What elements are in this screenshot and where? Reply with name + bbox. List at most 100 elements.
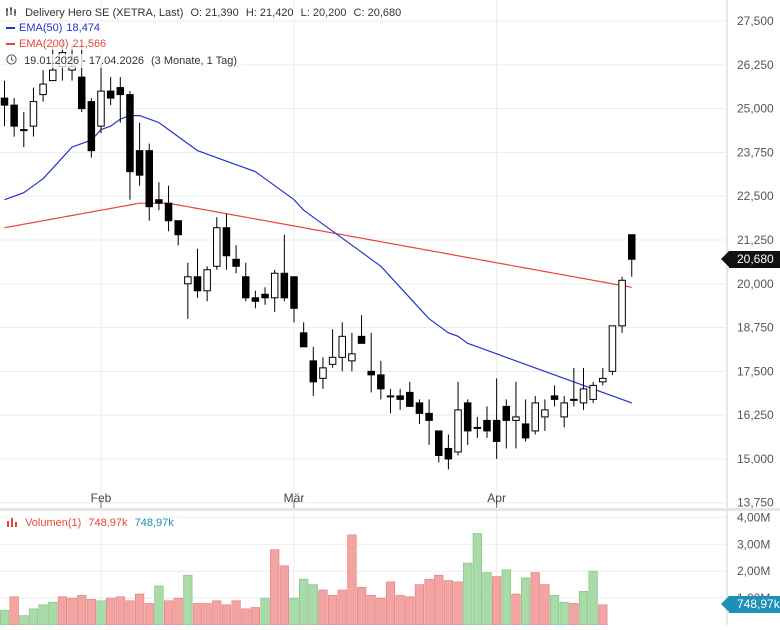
candle-body: [193, 276, 202, 292]
volume-bar: [221, 604, 232, 626]
volume-bar: [347, 534, 357, 626]
y-tick-label: 18,750: [737, 321, 774, 335]
candle: [251, 290, 260, 309]
candle: [521, 399, 530, 442]
volume-bar: [308, 584, 318, 626]
volume-bar: [231, 600, 241, 626]
candle: [270, 269, 279, 312]
ema50-line: [4, 114, 633, 404]
candle-body: [222, 227, 231, 257]
volume-bar: [511, 593, 521, 626]
candle-body: [560, 402, 568, 418]
candle: [531, 395, 539, 435]
volume-bar: [38, 604, 48, 626]
candle-body: [10, 104, 18, 127]
candle-body: [550, 395, 559, 400]
candle: [492, 378, 501, 459]
y-tick-label: 13,750: [737, 496, 774, 510]
candle: [473, 416, 482, 438]
candle: [97, 63, 105, 134]
range-legend: 19.01.2026 - 17.04.2026 (3 Monate, 1 Tag…: [6, 54, 242, 68]
candle-body: [39, 83, 47, 96]
candle-body: [454, 409, 462, 453]
y-tick-label: 16,250: [737, 408, 774, 422]
candle: [309, 346, 318, 396]
candle: [319, 357, 327, 389]
chart-type-icon[interactable]: [6, 6, 18, 20]
date-range: 19.01.2026 - 17.04.2026: [24, 54, 144, 67]
volume-bar: [492, 576, 502, 626]
candle-body: [396, 395, 404, 400]
candle: [386, 388, 395, 414]
volume-bar: [299, 578, 309, 626]
candle: [454, 381, 462, 456]
candle-body: [473, 426, 482, 429]
volume-bar: [115, 596, 125, 626]
candle-body: [319, 367, 327, 379]
candle: [560, 395, 568, 428]
candle-body: [377, 374, 385, 390]
volume-bar: [67, 597, 77, 626]
volume-bar: [482, 572, 492, 626]
candle-body: [77, 76, 86, 110]
volume-bar: [192, 603, 203, 626]
volume-bar: [173, 597, 183, 626]
volume-bar: [96, 600, 106, 626]
volume-bar: [559, 601, 569, 626]
volume-bar: [376, 597, 386, 626]
volume-bar: [57, 596, 67, 626]
clock-icon: [6, 54, 17, 68]
candle-body: [203, 269, 211, 292]
candle-body: [406, 391, 414, 407]
volume-pane: [0, 533, 608, 626]
volume-bar: [578, 591, 589, 626]
candle-body: [570, 398, 578, 401]
volume-bar: [318, 589, 328, 626]
x-tick-label: Mär: [284, 491, 305, 505]
candle: [338, 322, 346, 372]
volume-legend: Volumen(1) 748,97k 748,97k: [6, 517, 178, 530]
candle: [87, 98, 96, 158]
y-tick-label: 23,750: [737, 145, 774, 159]
candle: [367, 332, 375, 393]
volume-bar: [125, 600, 135, 626]
volume-bar: [241, 608, 251, 626]
candle-body: [425, 412, 433, 421]
candle: [512, 381, 520, 449]
candle-body: [435, 430, 443, 456]
candle-body: [502, 405, 511, 421]
ema200-swatch: [6, 43, 15, 46]
candle: [29, 87, 38, 137]
volume-bar: [598, 604, 608, 626]
candle: [463, 399, 472, 445]
candle-body: [348, 353, 356, 362]
high-value: H: 21,420: [245, 6, 294, 19]
volume-bar: [366, 595, 376, 626]
candle-body: [618, 279, 626, 327]
candle-body: [213, 227, 221, 267]
candle-body: [155, 199, 163, 204]
candle: [541, 399, 549, 431]
candle: [193, 248, 202, 298]
volume-tick-label: 2,00M: [737, 564, 770, 578]
candle-body: [338, 335, 346, 358]
candle-body: [386, 395, 395, 398]
volume-label: Volumen(1): [25, 517, 82, 530]
candle-body: [541, 409, 549, 418]
volume-bar: [19, 615, 29, 626]
candle: [280, 234, 289, 302]
candle: [222, 213, 231, 270]
volume-bar: [434, 574, 444, 626]
candle-body: [126, 94, 134, 173]
chart-header-line: Delivery Hero SE (XETRA, Last) O: 21,390…: [6, 6, 406, 20]
low-value: L: 20,200: [300, 6, 347, 19]
volume-bar: [501, 569, 511, 626]
volume-value-red: 748,97k: [88, 517, 128, 530]
volume-bar: [202, 603, 212, 626]
y-tick-label: 26,250: [737, 58, 774, 72]
candle: [483, 406, 491, 438]
candle: [444, 434, 453, 470]
candle-body: [589, 384, 597, 400]
candle: [570, 367, 578, 407]
candle-body: [145, 150, 153, 208]
